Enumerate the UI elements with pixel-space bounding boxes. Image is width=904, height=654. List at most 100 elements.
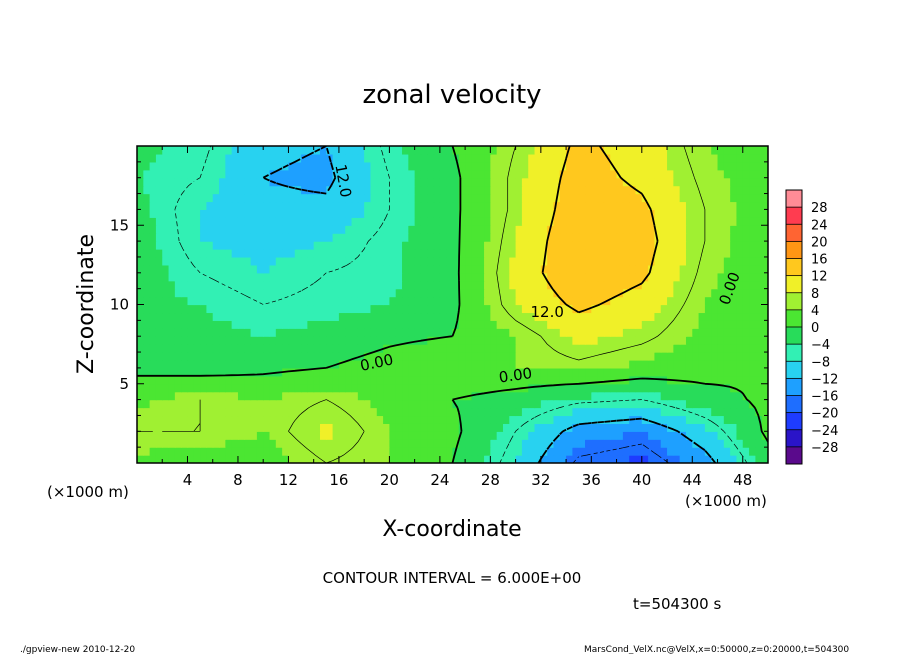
heatmap-cell [174,241,182,250]
heatmap-cell [547,153,555,163]
heatmap-cell [313,328,321,337]
heatmap-cell [338,352,346,361]
time-text: t=504300 s [633,595,721,613]
heatmap-cell [452,296,460,306]
heatmap-cell [742,391,750,401]
heatmap-cell [572,272,580,282]
heatmap-cell [547,383,555,393]
heatmap-cell [521,336,529,345]
heatmap-cell [149,383,157,393]
heatmap-cell [704,359,712,369]
heatmap-cell [685,217,693,226]
heatmap-cell [597,280,605,290]
heatmap-cell [168,288,176,298]
heatmap-cell [162,256,170,266]
heatmap-cell [610,146,618,155]
heatmap-cell [250,288,258,298]
heatmap-cell [490,264,498,274]
heatmap-cell [635,328,643,337]
heatmap-cell [679,209,687,218]
heatmap-cell [294,177,302,187]
heatmap-cell [711,383,719,393]
heatmap-cell [496,185,504,195]
heatmap-cell [376,288,384,298]
heatmap-cell [155,177,163,187]
heatmap-cell [711,256,719,266]
heatmap-cell [193,352,201,361]
heatmap-cell [155,391,163,401]
heatmap-cell [244,431,252,440]
heatmap-cell [566,264,573,274]
heatmap-cell [181,320,189,329]
heatmap-cell [484,359,491,369]
heatmap-cell [572,241,580,250]
heatmap-cell [200,169,208,179]
heatmap-cell [553,320,561,329]
heatmap-cell [357,272,365,282]
heatmap-cell [509,169,517,179]
heatmap-cell [395,241,403,250]
heatmap-cell [155,359,163,369]
heatmap-cell [496,359,504,369]
heatmap-cell [294,225,302,234]
colorbar-swatch [786,207,802,225]
heatmap-cell [528,455,536,463]
heatmap-cell [685,296,693,306]
heatmap-cell [704,153,712,163]
heatmap-cell [326,423,334,432]
heatmap-cell [319,201,327,210]
heatmap-cell [736,359,744,369]
heatmap-cell [181,312,189,321]
heatmap-cell [313,280,321,290]
heatmap-cell [755,439,763,448]
heatmap-cell [269,375,277,385]
heatmap-cell [685,359,693,369]
heatmap-cell [736,304,744,314]
heatmap-cell [484,177,491,187]
heatmap-cell [730,185,738,195]
heatmap-cell [521,304,529,314]
heatmap-cell [206,169,214,179]
heatmap-cell [420,399,428,409]
heatmap-cell [143,399,151,409]
heatmap-cell [730,209,738,218]
heatmap-cell [332,217,340,226]
heatmap-cell [717,344,725,353]
heatmap-cell [319,304,327,314]
heatmap-cell [679,328,687,337]
heatmap-cell [187,415,195,424]
heatmap-cell [685,264,693,274]
heatmap-cell [439,407,447,417]
heatmap-cell [162,304,170,314]
heatmap-cell [578,383,586,393]
heatmap-cell [446,447,454,456]
heatmap-cell [484,336,491,345]
heatmap-cell [471,455,479,463]
heatmap-cell [433,352,441,361]
heatmap-cell [446,383,454,393]
heatmap-cell [755,328,763,337]
heatmap-cell [155,431,163,440]
heatmap-cell [408,146,416,155]
heatmap-cell [755,193,763,203]
heatmap-cell [288,153,296,163]
heatmap-cell [137,312,144,321]
heatmap-cell [319,415,327,424]
heatmap-cell [288,439,296,448]
heatmap-cell [704,455,712,463]
heatmap-cell [420,320,428,329]
heatmap-cell [395,415,403,424]
heatmap-cell [736,288,744,298]
heatmap-cell [610,288,618,298]
heatmap-cell [168,177,176,187]
heatmap-cell [648,304,656,314]
heatmap-cell [673,201,681,210]
heatmap-cell [408,280,416,290]
heatmap-cell [269,217,277,226]
heatmap-cell [370,209,378,218]
heatmap-cell [446,177,454,187]
heatmap-cell [389,344,397,353]
heatmap-cell [263,264,271,274]
heatmap-cell [389,383,397,393]
heatmap-cell [585,177,592,187]
